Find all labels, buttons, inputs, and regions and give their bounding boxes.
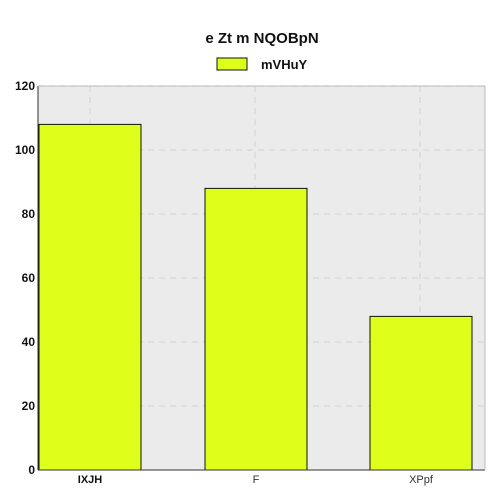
x-axis-ticks: IXJH F XPpf bbox=[78, 474, 434, 486]
legend-swatch bbox=[216, 57, 248, 71]
x-tick-label-ixjh: IXJH bbox=[78, 474, 103, 486]
y-tick-label-40: 40 bbox=[22, 335, 36, 349]
bars bbox=[38, 123, 473, 471]
y-tick-label-80: 80 bbox=[22, 207, 36, 221]
y-axis-ticks: 0 20 40 60 80 100 120 bbox=[15, 79, 35, 477]
legend: mVHuY bbox=[216, 57, 308, 72]
bar-ixjh bbox=[38, 123, 142, 471]
x-tick-label-xppf: XPpf bbox=[409, 474, 434, 486]
axes bbox=[37, 85, 486, 471]
y-tick-label-0: 0 bbox=[28, 463, 35, 477]
y-tick-label-60: 60 bbox=[22, 271, 36, 285]
chart-title: e Zt m NQOBpN bbox=[205, 30, 318, 47]
y-tick-label-120: 120 bbox=[15, 79, 35, 93]
bar-xppf bbox=[369, 315, 473, 471]
x-tick-label-f: F bbox=[253, 474, 260, 486]
y-tick-label-100: 100 bbox=[15, 143, 35, 157]
bar-f bbox=[204, 187, 308, 471]
legend-label-mvhuy: mVHuY bbox=[261, 57, 308, 72]
y-tick-label-20: 20 bbox=[22, 399, 36, 413]
